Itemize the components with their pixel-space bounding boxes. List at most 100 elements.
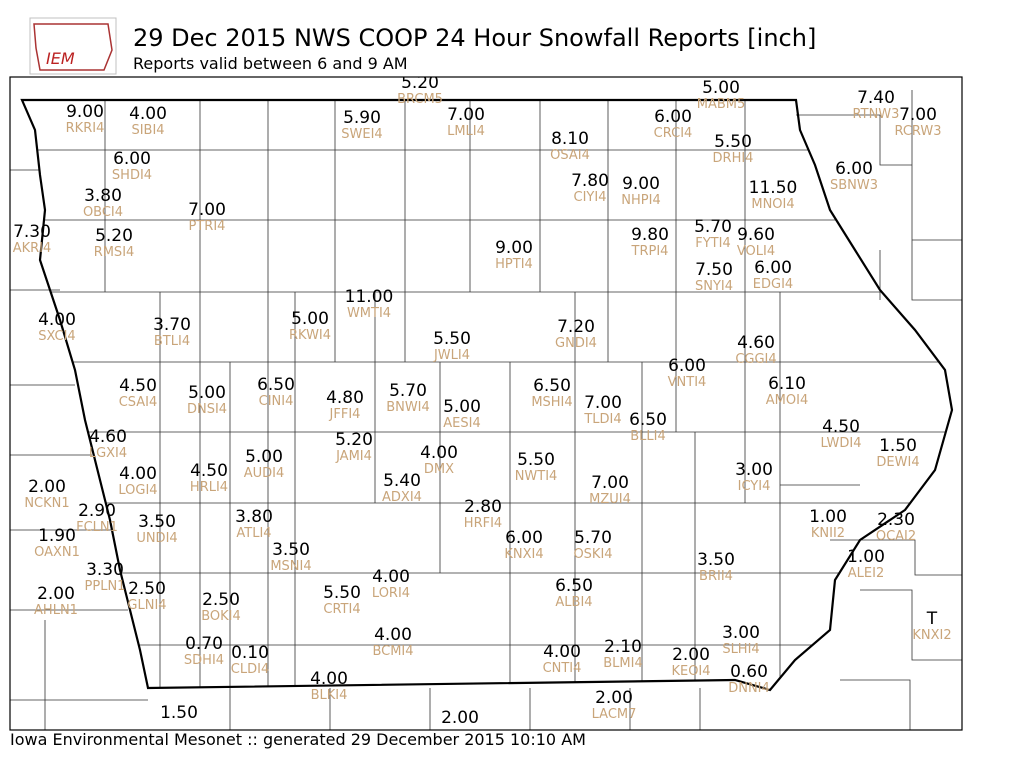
station-id: ALBI4: [555, 595, 592, 610]
station-value: 5.40: [383, 471, 421, 491]
county-grid: [22, 100, 952, 690]
station-value: 6.50: [629, 410, 667, 430]
station-id: DNNI4: [728, 681, 770, 696]
station-id: BLLI4: [630, 429, 666, 444]
station-value: 4.00: [38, 310, 76, 330]
station-value: 7.20: [557, 317, 595, 337]
station-value: 1.90: [38, 526, 76, 546]
station-id: LWDI4: [820, 436, 861, 451]
station-id: LORI4: [372, 586, 410, 601]
station-value: 5.50: [433, 329, 471, 349]
station-id: SNYI4: [695, 279, 733, 294]
station-value: 1.50: [160, 703, 198, 723]
map-frame: [9, 76, 963, 731]
station-value: 7.00: [447, 105, 485, 125]
station-value: 7.80: [571, 171, 609, 191]
station-id: AHLN1: [34, 603, 78, 618]
station-id: BLMI4: [603, 656, 642, 671]
station-value: 3.50: [138, 512, 176, 532]
station-value: 4.50: [119, 376, 157, 396]
station-id: FCLN1: [76, 520, 118, 535]
logo-text: IEM: [46, 49, 75, 68]
station-value: 11.50: [749, 178, 798, 198]
station-id: RMSI4: [94, 245, 135, 260]
station-id: CIYI4: [574, 190, 607, 205]
station-value: 9.00: [66, 102, 104, 122]
logo-outline: [33, 23, 113, 71]
station-id: CRTI4: [323, 602, 360, 617]
station-value: 4.00: [372, 567, 410, 587]
station-id: OCAI2: [876, 529, 916, 544]
station-id: HPTI4: [495, 257, 533, 272]
station-id: KNII2: [811, 526, 845, 541]
station-value: 11.00: [345, 287, 394, 307]
station-value: 4.00: [543, 642, 581, 662]
station-id: SIBI4: [131, 123, 164, 138]
station-value: 4.00: [310, 669, 348, 689]
footer: Iowa Environmental Mesonet :: generated …: [10, 730, 586, 749]
station-id: JAMI4: [335, 449, 372, 464]
neighbor-lines: [10, 90, 962, 730]
station-value: 1.00: [847, 547, 885, 567]
station-id: OBCI4: [83, 205, 123, 220]
station-value: 9.80: [631, 225, 669, 245]
station-value: 5.00: [443, 397, 481, 417]
station-id: MSNI4: [270, 559, 311, 574]
station-id: BRII4: [699, 569, 733, 584]
station-id: DEWI4: [876, 455, 919, 470]
station-id: UNDI4: [136, 531, 177, 546]
station-value: 7.50: [695, 260, 733, 280]
station-value: 3.80: [84, 186, 122, 206]
stations: 5.20BRCM59.00RKRI44.00SIBI45.90SWEI47.00…: [13, 77, 952, 728]
station-id: MABM5: [697, 97, 746, 112]
station-value: 6.00: [505, 528, 543, 548]
station-id: BLKI4: [311, 688, 348, 703]
station-value: T: [926, 609, 938, 629]
station-id: RTNW3: [853, 107, 900, 122]
station-id: SLHI4: [722, 642, 759, 657]
station-value: 4.00: [129, 104, 167, 124]
station-id: PPLN1: [85, 579, 126, 594]
station-value: 5.50: [714, 132, 752, 152]
station-id: CRCI4: [654, 126, 693, 141]
station-value: 4.50: [190, 461, 228, 481]
station-value: 0.60: [730, 662, 768, 682]
station-value: 2.00: [595, 688, 633, 708]
station-value: 4.60: [737, 333, 775, 353]
